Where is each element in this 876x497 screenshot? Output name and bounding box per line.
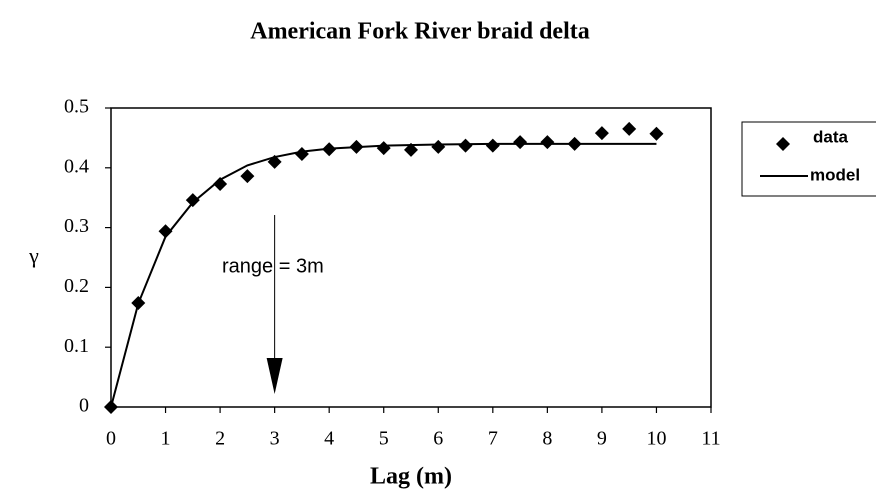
x-tick-label: 3 (270, 428, 280, 450)
x-tick-label: 5 (379, 428, 389, 450)
data-point (240, 169, 255, 184)
plot-frame (110, 107, 712, 408)
y-tick-label: 0.1 (64, 335, 89, 357)
legend-label: model (810, 165, 860, 184)
data-point (185, 193, 200, 208)
x-tick-label: 11 (701, 428, 720, 450)
x-tick-label: 9 (597, 428, 607, 450)
data-point (431, 139, 446, 154)
data-point (158, 224, 173, 239)
x-tick-label: 7 (488, 428, 498, 450)
x-tick-label: 2 (215, 428, 225, 450)
data-point (567, 136, 582, 151)
data-point (376, 141, 391, 156)
data-point (540, 135, 555, 150)
annotation-arrowhead (266, 358, 283, 394)
x-axis-label: Lag (m) (370, 464, 452, 490)
y-tick-label: 0.4 (64, 155, 89, 177)
data-point (294, 147, 309, 162)
model-line (110, 142, 657, 408)
data-point (622, 121, 637, 136)
x-tick-label: 0 (106, 428, 116, 450)
legend-box (741, 121, 876, 197)
data-point (349, 139, 364, 154)
y-tick-label: 0.5 (64, 96, 89, 118)
data-point (485, 138, 500, 153)
y-tick-label: 0.3 (64, 215, 89, 237)
x-tick-label: 1 (161, 428, 171, 450)
data-point (594, 126, 609, 141)
data-point (267, 154, 282, 169)
x-tick-label: 10 (646, 428, 666, 450)
annotation: range = 3m (222, 255, 324, 277)
data-point (458, 138, 473, 153)
data-point (213, 176, 228, 191)
chart-title: American Fork River braid delta (250, 19, 590, 45)
data-point (404, 142, 418, 157)
y-axis-label: γ (28, 243, 39, 268)
legend-marker (776, 137, 790, 151)
x-tick-label: 8 (542, 428, 552, 450)
y-tick-label: 0.2 (64, 275, 89, 297)
data-point (513, 135, 528, 150)
data-point (322, 142, 337, 157)
legend-label: data (813, 127, 849, 146)
data-point (131, 295, 146, 310)
x-tick-label: 6 (433, 428, 443, 450)
data-point (649, 126, 664, 141)
data-point (104, 400, 118, 414)
y-tick-label: 0 (79, 395, 89, 417)
x-tick-label: 4 (324, 428, 334, 450)
